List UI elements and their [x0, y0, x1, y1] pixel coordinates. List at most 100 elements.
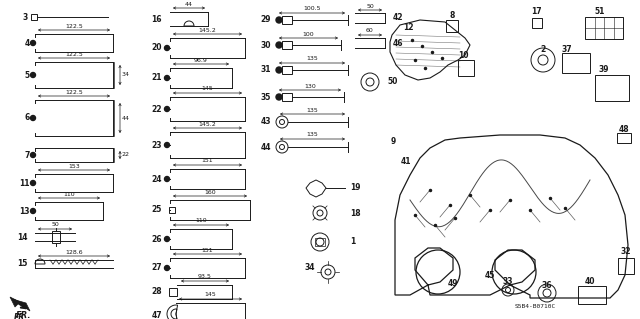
Text: 13: 13	[19, 206, 30, 216]
Text: 135: 135	[307, 108, 318, 113]
Bar	[282, 41, 292, 49]
Circle shape	[276, 67, 282, 73]
Bar	[282, 93, 292, 101]
Text: 51: 51	[595, 8, 605, 17]
Text: 8: 8	[449, 11, 454, 19]
Bar	[618, 258, 634, 274]
Circle shape	[31, 41, 35, 46]
Text: 50: 50	[366, 4, 374, 9]
Bar	[282, 16, 292, 24]
Text: 35: 35	[260, 93, 271, 101]
Text: 45: 45	[485, 271, 495, 279]
Text: 28: 28	[152, 287, 162, 296]
Bar	[562, 53, 590, 73]
Text: 2: 2	[540, 46, 546, 55]
Text: 1: 1	[350, 238, 355, 247]
Polygon shape	[10, 297, 20, 307]
Text: 44: 44	[122, 115, 130, 121]
Text: 44: 44	[260, 143, 271, 152]
Circle shape	[31, 209, 35, 213]
Text: 3: 3	[23, 12, 28, 21]
Text: 25: 25	[152, 205, 162, 214]
Bar	[617, 133, 631, 143]
Text: 145.2: 145.2	[198, 27, 216, 33]
Circle shape	[31, 72, 35, 78]
Text: 135: 135	[306, 56, 318, 62]
Bar	[169, 207, 175, 213]
Text: 110: 110	[63, 191, 75, 197]
Bar	[595, 75, 629, 101]
Text: 34: 34	[122, 72, 130, 78]
Text: 47: 47	[152, 311, 162, 319]
Text: 22: 22	[122, 152, 130, 158]
Text: 135: 135	[307, 132, 318, 137]
Text: 30: 30	[260, 41, 271, 49]
Circle shape	[164, 107, 170, 112]
Text: 100: 100	[303, 32, 314, 36]
Text: 21: 21	[152, 73, 162, 83]
Circle shape	[276, 94, 282, 100]
Circle shape	[164, 46, 170, 50]
Circle shape	[31, 181, 35, 186]
Bar	[169, 288, 177, 296]
Text: 5: 5	[25, 70, 30, 79]
Text: 40: 40	[585, 278, 595, 286]
Text: 9: 9	[390, 137, 396, 146]
Text: 48: 48	[619, 125, 629, 135]
Polygon shape	[12, 299, 30, 311]
Text: 10: 10	[458, 50, 468, 60]
Bar	[31, 14, 37, 20]
Text: 7: 7	[24, 151, 30, 160]
Text: 151: 151	[202, 248, 213, 253]
Text: 17: 17	[531, 8, 541, 17]
Text: 32: 32	[621, 248, 631, 256]
Text: 22: 22	[152, 105, 162, 114]
Text: 33: 33	[503, 278, 513, 286]
Circle shape	[31, 115, 35, 121]
Text: 122.5: 122.5	[65, 90, 83, 94]
Text: 60: 60	[366, 28, 374, 33]
Text: 11: 11	[19, 179, 30, 188]
Text: 100.5: 100.5	[303, 6, 321, 11]
Circle shape	[164, 265, 170, 271]
Text: 26: 26	[152, 234, 162, 243]
Text: 36: 36	[541, 280, 552, 290]
Circle shape	[276, 17, 282, 23]
Text: 43: 43	[260, 117, 271, 127]
Text: 16: 16	[152, 14, 162, 24]
Circle shape	[164, 76, 170, 80]
Text: 145.2: 145.2	[198, 122, 216, 127]
Circle shape	[164, 236, 170, 241]
Text: 31: 31	[260, 65, 271, 75]
Text: 20: 20	[152, 43, 162, 53]
Text: 128.6: 128.6	[65, 249, 83, 255]
Text: 46: 46	[393, 39, 403, 48]
Text: FR.: FR.	[16, 311, 31, 319]
Text: 18: 18	[350, 209, 360, 218]
Text: 145: 145	[205, 293, 216, 298]
Text: 19: 19	[350, 183, 360, 192]
Bar	[446, 20, 458, 32]
Text: 153: 153	[68, 164, 80, 168]
Text: 27: 27	[152, 263, 162, 272]
Bar	[532, 18, 542, 28]
Text: 44: 44	[185, 2, 193, 6]
Text: 37: 37	[562, 46, 572, 55]
Text: 12: 12	[403, 24, 413, 33]
Text: 24: 24	[152, 174, 162, 183]
Text: 29: 29	[260, 16, 271, 25]
Bar	[52, 231, 60, 243]
Bar	[578, 286, 606, 304]
Text: 122.5: 122.5	[65, 51, 83, 56]
Bar	[458, 60, 474, 76]
Text: 96.9: 96.9	[194, 57, 208, 63]
Text: 50: 50	[387, 78, 397, 86]
Text: 39: 39	[599, 65, 609, 75]
Bar	[282, 66, 292, 74]
Text: 151: 151	[202, 159, 213, 164]
Bar	[315, 238, 325, 246]
Circle shape	[164, 176, 170, 182]
Text: 4: 4	[25, 39, 30, 48]
Text: 130: 130	[304, 84, 316, 88]
Text: 34: 34	[305, 263, 315, 272]
